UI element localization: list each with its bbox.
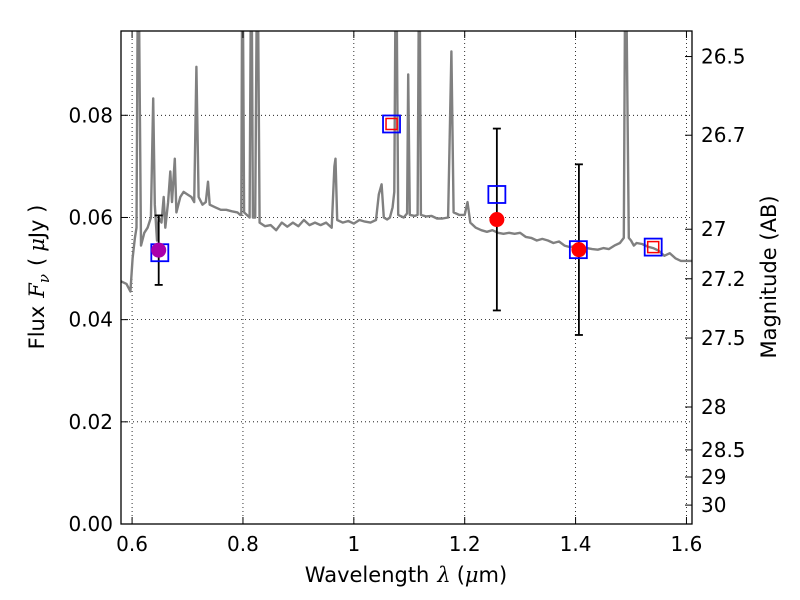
plot-area bbox=[121, 31, 692, 336]
y-tick-label: 0.04 bbox=[68, 308, 113, 332]
y-tick-label: 0.06 bbox=[68, 205, 113, 229]
x-tick-label: 1.2 bbox=[449, 532, 481, 556]
y2-tick-label: 26.7 bbox=[701, 123, 746, 147]
y-axis-title: FluxFν(μJy ) bbox=[25, 205, 53, 350]
x-tick-label: 0.8 bbox=[227, 532, 259, 556]
x-tick-label: 1 bbox=[347, 532, 360, 556]
y2-tick-label: 27.2 bbox=[701, 267, 746, 291]
upper-limit-point bbox=[646, 240, 660, 254]
model-point bbox=[643, 237, 663, 257]
y2-tick-label: 29 bbox=[701, 465, 726, 489]
axes-ticks: 0.6 0.8 1 1.2 1.4 1.6 0.00 0.02 0.04 0.06 0.08 26.5… bbox=[68, 31, 746, 556]
x-tick-label: 1.6 bbox=[671, 532, 703, 556]
observed-point bbox=[571, 242, 587, 258]
upper-limit-point bbox=[385, 117, 398, 131]
observed-point bbox=[489, 212, 505, 228]
model-point bbox=[487, 185, 507, 204]
model-point bbox=[568, 240, 588, 260]
y2-tick-label: 28.5 bbox=[701, 438, 746, 462]
y-tick-label: 0.02 bbox=[68, 410, 113, 434]
y-tick-label: 0.08 bbox=[68, 103, 113, 127]
x-tick-label: 0.6 bbox=[116, 532, 148, 556]
y-tick-label: 0.00 bbox=[68, 512, 113, 536]
y2-tick-label: 27 bbox=[701, 217, 726, 241]
x-tick-label: 1.4 bbox=[560, 532, 592, 556]
plot-frame bbox=[120, 30, 693, 525]
y2-tick-label: 26.5 bbox=[701, 45, 746, 69]
observed-point bbox=[151, 242, 167, 258]
x-axis-title: Wavelength λ (μm) bbox=[305, 563, 507, 587]
y2-tick-label: 28 bbox=[701, 395, 726, 419]
y2-tick-label: 30 bbox=[701, 493, 726, 517]
y2-axis-title: Magnitude (AB) bbox=[757, 195, 781, 358]
model-point bbox=[382, 114, 401, 134]
y2-tick-label: 27.5 bbox=[701, 326, 746, 350]
